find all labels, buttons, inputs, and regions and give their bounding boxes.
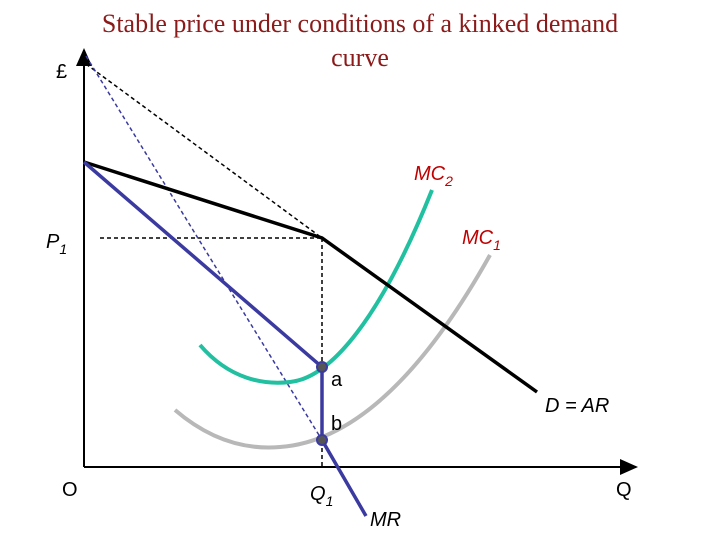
x-axis-label: Q: [616, 479, 632, 501]
mc2-curve: [198, 189, 434, 385]
mr-extension: [85, 55, 323, 441]
mc2-label: MC2: [414, 163, 453, 189]
mc1-curve: [173, 254, 492, 450]
demand-extension: [85, 63, 323, 239]
demand-label: D = AR: [545, 395, 609, 417]
p1-label: P1: [46, 231, 67, 257]
demand-curve: [83, 160, 539, 394]
point-b-label: b: [331, 413, 342, 435]
title-line-2: curve: [331, 43, 389, 72]
mr-curve: [82, 160, 368, 517]
q1-label: Q1: [310, 483, 333, 509]
point-a-label: a: [331, 369, 343, 391]
y-axis-label: £: [56, 61, 67, 83]
point-b: [316, 434, 328, 446]
mr-label: MR: [370, 509, 401, 531]
title-line-1: Stable price under conditions of a kinke…: [102, 9, 618, 38]
point-a: [316, 361, 328, 373]
origin-label: O: [62, 479, 78, 501]
mc1-label: MC1: [462, 227, 501, 253]
